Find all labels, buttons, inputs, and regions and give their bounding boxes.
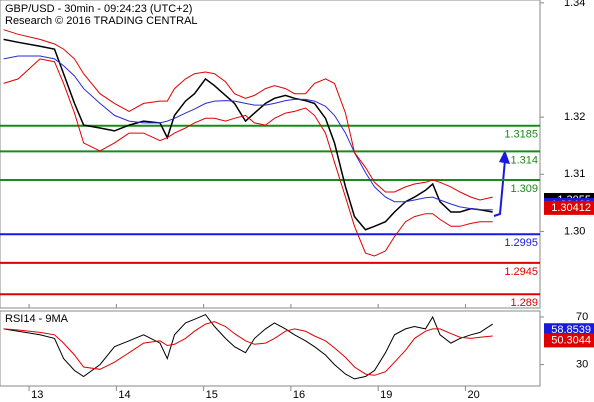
chart-subtitle: Research © 2016 TRADING CENTRAL (5, 15, 198, 27)
y-tick-label: 1.30 (564, 225, 585, 237)
rsi-panel (0, 310, 541, 387)
x-tick-label: 13 (31, 389, 43, 401)
forecast-arrow (493, 159, 506, 217)
level-label: 1.3185 (504, 129, 538, 141)
x-tick-label: 16 (293, 389, 305, 401)
series-line (3, 58, 493, 257)
series-line (3, 55, 493, 211)
x-tick-label: 20 (467, 389, 479, 401)
rsi-tick-label: 70 (576, 311, 588, 323)
price-panel (0, 0, 541, 309)
x-tick-label: 15 (206, 389, 218, 401)
series-line (3, 313, 493, 380)
level-label: 1.289 (510, 297, 538, 309)
level-label: 1.309 (510, 183, 538, 195)
y-tick-label: 1.32 (564, 111, 585, 123)
x-tick-label: 14 (118, 389, 130, 401)
series-line (3, 321, 493, 376)
value-box (544, 333, 594, 348)
level-label: 1.314 (510, 154, 538, 166)
y-tick-label: 1.34 (564, 0, 585, 9)
value-box-label: 58.8539 (551, 324, 591, 336)
chart-title: GBP/USD - 30min - 09:24:23 (UTC+2) (5, 3, 192, 15)
rsi-title: RSI14 - 9MA (5, 313, 69, 325)
value-box-label: 50.3044 (551, 334, 591, 346)
x-tick-label: 19 (380, 389, 392, 401)
level-label: 1.2945 (504, 266, 538, 278)
series-line (3, 38, 493, 231)
forecast-arrow-head (499, 150, 510, 164)
y-tick-label: 1.31 (564, 168, 585, 180)
value-box-label: 1.30412 (551, 202, 591, 214)
rsi-tick-label: 30 (576, 358, 588, 370)
value-box (544, 200, 594, 215)
series-line (3, 29, 493, 201)
level-label: 1.2995 (504, 237, 538, 249)
